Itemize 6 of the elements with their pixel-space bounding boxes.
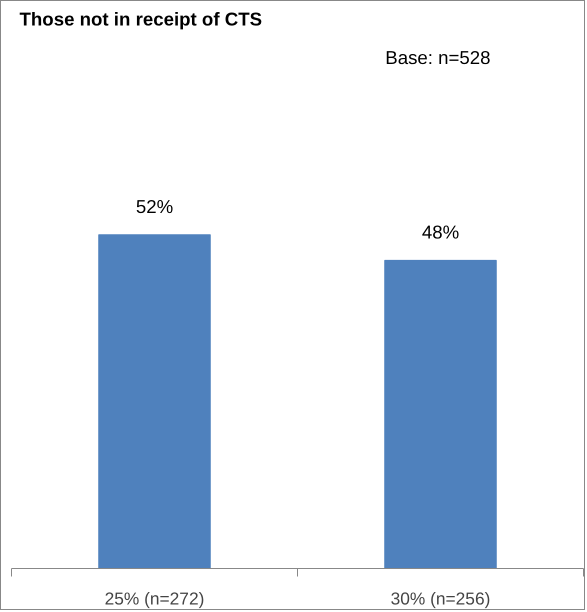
x-tick-label: 25% (n=272) <box>104 588 204 608</box>
text: Base: n=528 <box>385 46 491 68</box>
data-label: 52% <box>136 196 174 217</box>
x-tick-label: 30% (n=256) <box>390 588 490 608</box>
data-label: 48% <box>422 221 460 242</box>
chart-title: Those not in receipt of CTS <box>20 8 262 30</box>
